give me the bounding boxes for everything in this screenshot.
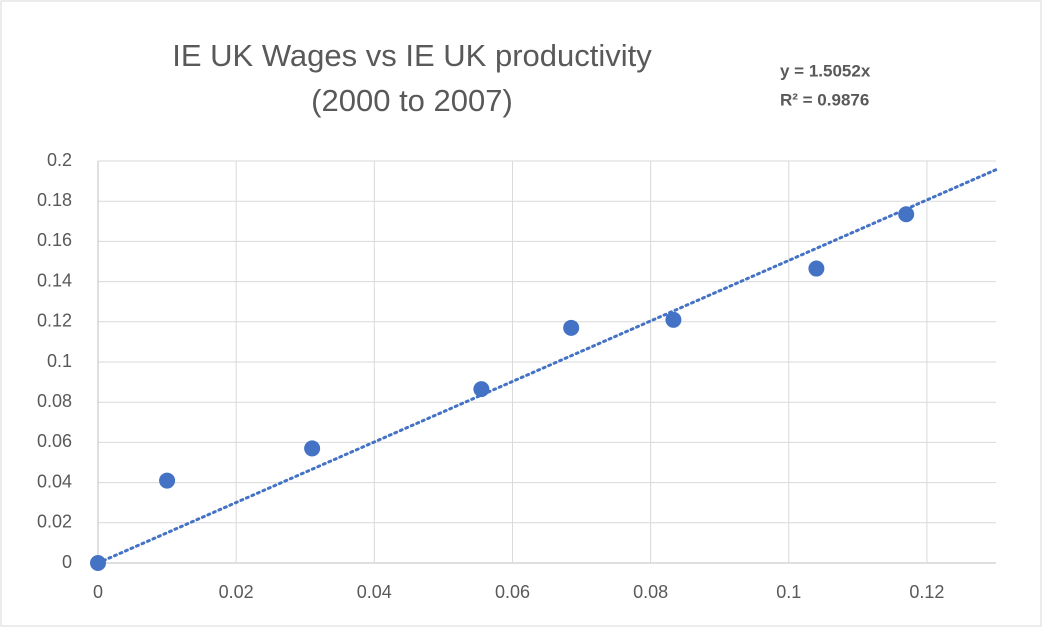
y-tick-label: 0.12 bbox=[37, 311, 72, 331]
point bbox=[159, 472, 176, 489]
x-tick-label: 0 bbox=[93, 582, 103, 602]
point bbox=[808, 260, 825, 277]
y-tick-label: 0.2 bbox=[47, 150, 72, 170]
y-tick-label: 0.08 bbox=[37, 391, 72, 411]
point bbox=[90, 555, 106, 571]
point bbox=[304, 440, 321, 457]
x-tick-label: 0.04 bbox=[357, 582, 392, 602]
point bbox=[473, 381, 490, 398]
y-tick-label: 0.16 bbox=[37, 230, 72, 250]
y-tick-label: 0.14 bbox=[37, 270, 72, 290]
x-tick-label: 0.02 bbox=[219, 582, 254, 602]
x-tick-label: 0.12 bbox=[909, 582, 944, 602]
trendline bbox=[96, 168, 998, 565]
x-tick-label: 0.06 bbox=[495, 582, 530, 602]
y-tick-label: 0 bbox=[62, 552, 72, 572]
y-tick-label: 0.04 bbox=[37, 471, 72, 491]
y-tick-label: 0.02 bbox=[37, 512, 72, 532]
y-tick-label: 0.1 bbox=[47, 351, 72, 371]
y-tick-label: 0.18 bbox=[37, 190, 72, 210]
y-tick-label: 0.06 bbox=[37, 431, 72, 451]
chart-title: (2000 to 2007) bbox=[311, 83, 513, 118]
x-tick-label: 0.08 bbox=[633, 582, 668, 602]
point bbox=[563, 319, 580, 336]
point bbox=[898, 206, 915, 223]
chart-title: IE UK Wages vs IE UK productivity bbox=[172, 38, 652, 73]
point bbox=[665, 311, 682, 328]
x-tick-label: 0.1 bbox=[776, 582, 801, 602]
trend-equation: y = 1.5052x bbox=[780, 61, 871, 80]
trend-r-squared: R² = 0.9876 bbox=[780, 90, 869, 109]
